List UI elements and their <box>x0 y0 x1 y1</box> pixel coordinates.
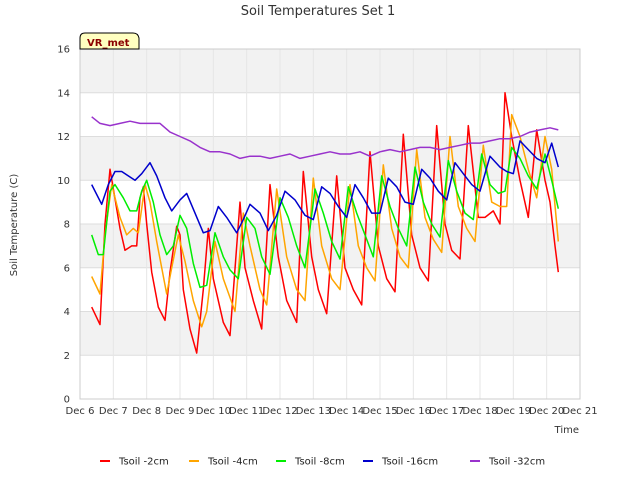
y-tick-label: 4 <box>64 307 70 318</box>
y-tick-label: 8 <box>64 220 70 231</box>
legend: Tsoil -2cm Tsoil -4cm Tsoil -8cm Tsoil -16c… <box>100 457 545 468</box>
x-tick-label: Dec 17 <box>429 406 464 417</box>
series-line-tsoil-16cm <box>91 140 560 234</box>
x-tick-label: Dec 11 <box>229 406 264 417</box>
badge-background <box>79 32 140 50</box>
x-tick-label: Dec 15 <box>362 406 397 417</box>
legend-item: Tsoil -8cm <box>276 457 345 468</box>
series-line-tsoil-4cm <box>91 113 560 328</box>
badge-label: VR_met <box>87 38 130 49</box>
x-tick-label: Dec 12 <box>262 406 297 417</box>
legend-item: Tsoil -32cm <box>470 457 545 468</box>
background-band <box>80 136 580 181</box>
x-tick-label: Dec 14 <box>329 406 364 417</box>
x-tick-label: Dec 16 <box>396 406 431 417</box>
background-band <box>80 311 580 356</box>
station-badge: VR_met <box>79 32 140 50</box>
series-line-tsoil-8cm <box>90 146 560 289</box>
legend-item: Tsoil -2cm <box>100 457 169 468</box>
legend-label: Tsoil -16cm <box>381 457 438 468</box>
background-bands <box>80 49 580 356</box>
x-tick-label: Dec 6 <box>66 406 95 417</box>
legend-label: Tsoil -8cm <box>294 457 345 468</box>
legend-label: Tsoil -2cm <box>118 457 169 468</box>
y-axis-ticks: 0 2 4 6 8 10 12 14 16 <box>57 45 70 406</box>
series-line-tsoil-2cm <box>91 92 560 354</box>
x-tick-label: Dec 13 <box>296 406 331 417</box>
x-tick-label: Dec 9 <box>166 406 195 417</box>
y-tick-label: 14 <box>57 88 70 99</box>
background-band <box>80 49 580 93</box>
legend-item: Tsoil -16cm <box>363 457 438 468</box>
chart-title: Soil Temperatures Set 1 <box>241 4 396 19</box>
x-tick-label: Dec 8 <box>132 406 161 417</box>
legend-label: Tsoil -32cm <box>488 457 545 468</box>
legend-item: Tsoil -4cm <box>189 457 258 468</box>
x-tick-label: Dec 7 <box>99 406 128 417</box>
y-tick-label: 10 <box>57 176 70 187</box>
x-tick-label: Dec 18 <box>462 406 497 417</box>
x-tick-label: Dec 21 <box>562 406 597 417</box>
y-tick-label: 12 <box>57 132 70 143</box>
y-axis-title: Soil Temperature (C) <box>9 174 20 277</box>
x-axis-title: Time <box>554 425 579 436</box>
x-tick-label: Dec 19 <box>496 406 531 417</box>
y-tick-label: 16 <box>57 45 70 56</box>
series-lines <box>90 92 560 354</box>
y-tick-label: 0 <box>64 395 70 406</box>
series-line-tsoil-32cm <box>91 116 559 160</box>
x-tick-label: Dec 10 <box>196 406 231 417</box>
x-tick-label: Dec 20 <box>529 406 564 417</box>
plot-frame <box>79 48 581 400</box>
y-tick-label: 6 <box>64 263 70 274</box>
legend-label: Tsoil -4cm <box>207 457 258 468</box>
y-tick-label: 2 <box>64 351 70 362</box>
